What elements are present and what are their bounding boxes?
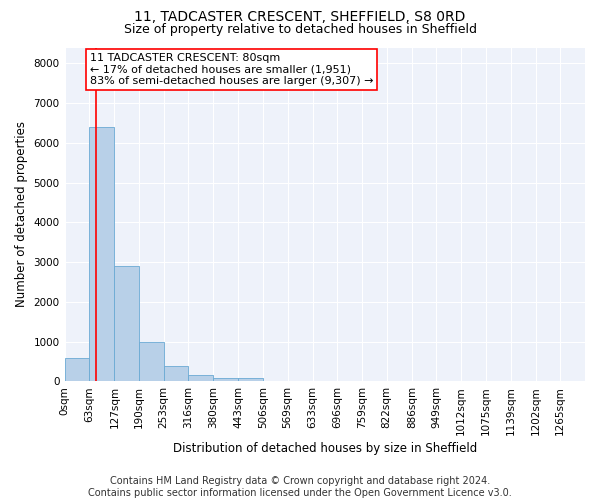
Bar — [139, 342, 164, 382]
Text: 11 TADCASTER CRESCENT: 80sqm
← 17% of detached houses are smaller (1,951)
83% of: 11 TADCASTER CRESCENT: 80sqm ← 17% of de… — [90, 52, 374, 86]
Bar — [164, 366, 188, 382]
Bar — [238, 378, 263, 382]
X-axis label: Distribution of detached houses by size in Sheffield: Distribution of detached houses by size … — [173, 442, 477, 455]
Bar — [89, 127, 114, 382]
Text: 11, TADCASTER CRESCENT, SHEFFIELD, S8 0RD: 11, TADCASTER CRESCENT, SHEFFIELD, S8 0R… — [134, 10, 466, 24]
Bar — [214, 378, 238, 382]
Text: Contains HM Land Registry data © Crown copyright and database right 2024.
Contai: Contains HM Land Registry data © Crown c… — [88, 476, 512, 498]
Text: Size of property relative to detached houses in Sheffield: Size of property relative to detached ho… — [124, 22, 476, 36]
Y-axis label: Number of detached properties: Number of detached properties — [15, 122, 28, 308]
Bar — [115, 266, 139, 382]
Bar — [65, 358, 89, 382]
Bar — [188, 374, 213, 382]
